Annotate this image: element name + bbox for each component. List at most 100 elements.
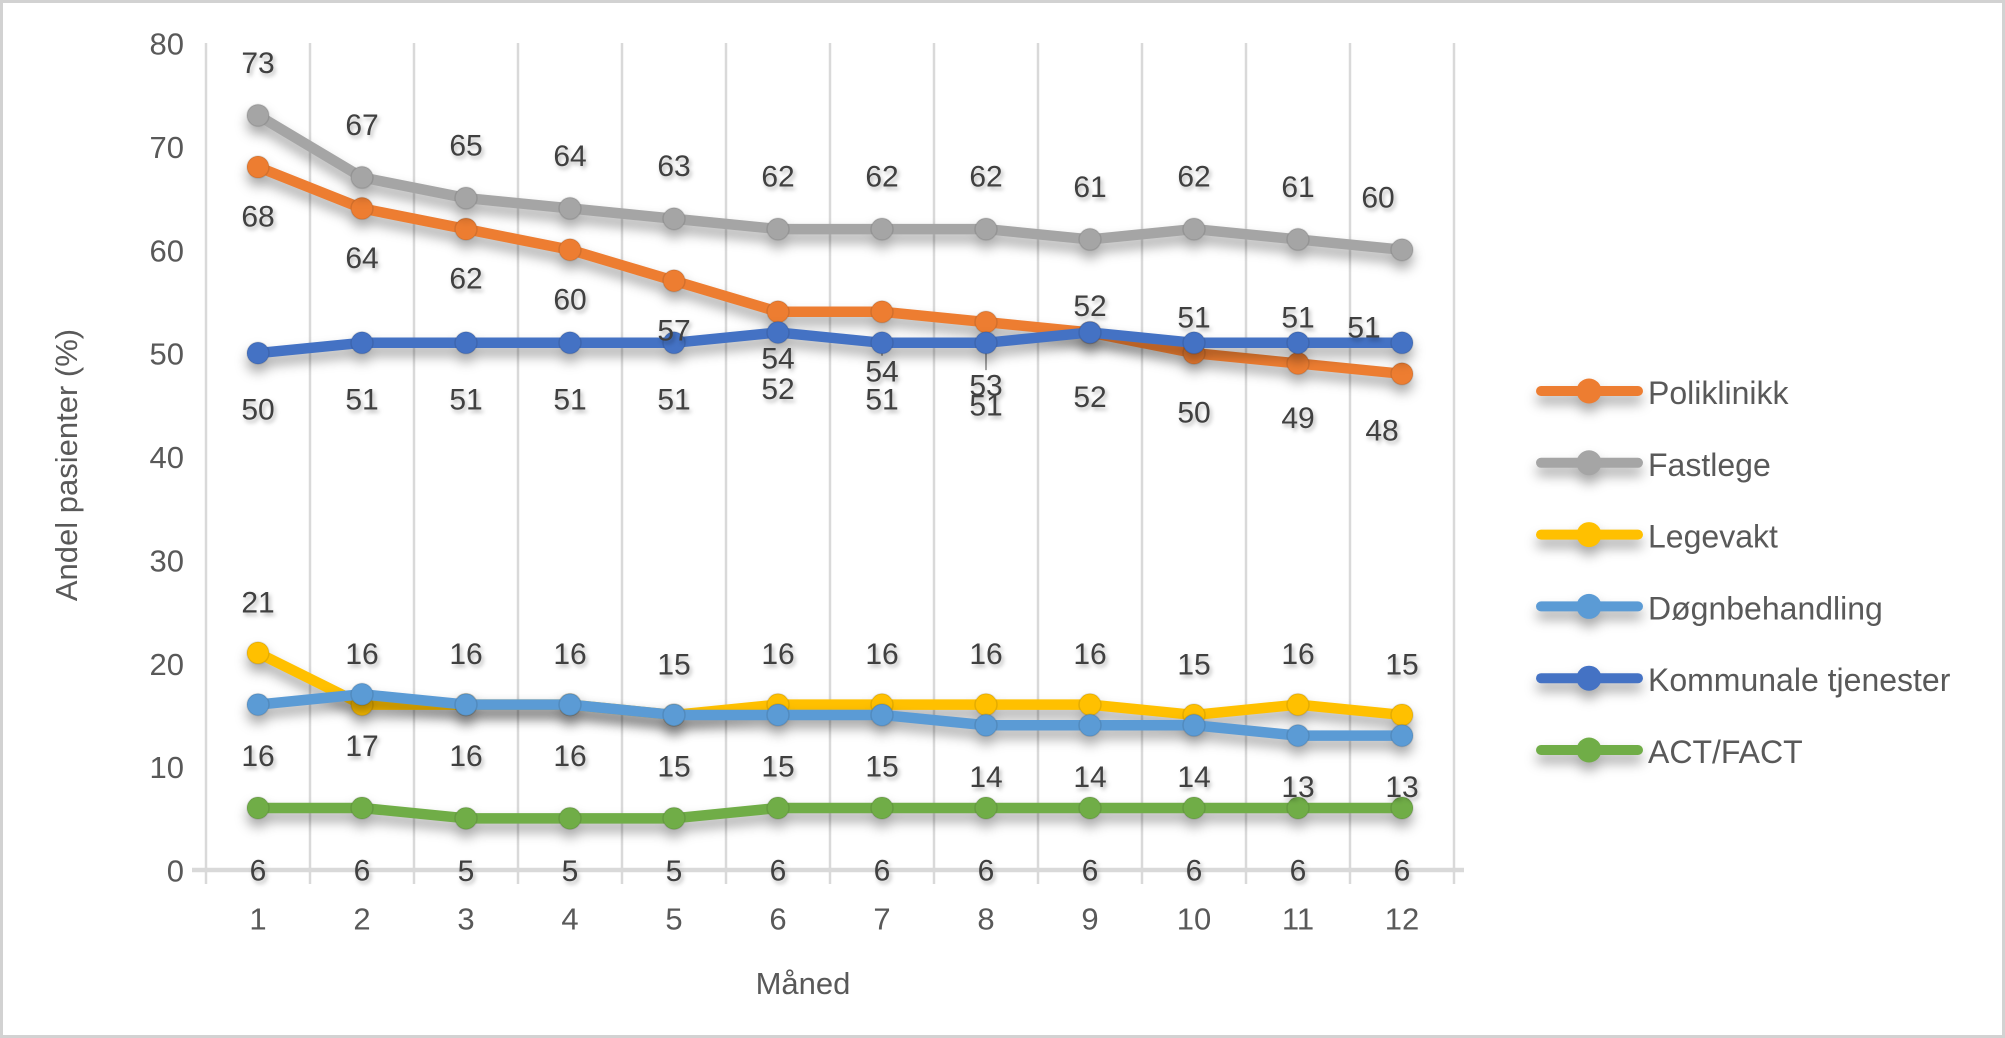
data-point-marker[interactable]: [974, 217, 998, 241]
data-point-marker[interactable]: [246, 692, 270, 717]
data-point-marker[interactable]: [974, 310, 998, 334]
data-point-marker[interactable]: [1286, 796, 1310, 820]
series-Kommunale tjenester[interactable]: [246, 320, 1414, 365]
data-label: 5: [562, 855, 579, 888]
data-point-marker[interactable]: [766, 217, 790, 241]
data-point-marker[interactable]: [662, 206, 686, 231]
data-point-marker[interactable]: [558, 238, 582, 262]
data-point-marker[interactable]: [246, 341, 270, 365]
legend-item-Kommunale tjenester[interactable]: Kommunale tjenester: [1536, 662, 1951, 698]
data-label: 62: [761, 161, 794, 194]
data-label: 5: [666, 855, 683, 888]
data-point-marker[interactable]: [1078, 320, 1102, 345]
legend-item-Fastlege[interactable]: Fastlege: [1536, 447, 1771, 483]
data-label: 52: [1073, 381, 1106, 414]
series-Fastlege[interactable]: [246, 103, 1414, 262]
data-point-marker[interactable]: [558, 806, 582, 831]
data-point-marker[interactable]: [1390, 723, 1414, 748]
data-label: 21: [241, 586, 274, 619]
data-label: 57: [657, 314, 690, 347]
data-point-marker[interactable]: [246, 641, 270, 665]
data-label: 51: [969, 389, 1002, 422]
data-point-marker[interactable]: [974, 331, 998, 355]
series-line-Poliklinikk[interactable]: [252, 161, 1408, 380]
data-point-marker[interactable]: [246, 796, 270, 820]
data-point-marker[interactable]: [1286, 723, 1310, 748]
data-point-marker[interactable]: [454, 331, 478, 355]
data-point-marker[interactable]: [870, 796, 894, 820]
series-line-ACT/FACT[interactable]: [252, 802, 1408, 824]
data-point-marker[interactable]: [350, 196, 374, 221]
data-point-marker[interactable]: [1286, 351, 1310, 376]
data-point-marker[interactable]: [766, 796, 790, 820]
data-point-marker[interactable]: [350, 165, 374, 190]
data-point-marker[interactable]: [1286, 692, 1310, 717]
series-Døgnbehandling[interactable]: [246, 682, 1414, 748]
data-point-marker[interactable]: [246, 103, 270, 128]
data-point-marker[interactable]: [350, 682, 374, 707]
legend-item-Poliklinikk[interactable]: Poliklinikk: [1536, 375, 1789, 411]
data-point-marker[interactable]: [558, 196, 582, 221]
data-label: 51: [1347, 311, 1380, 344]
x-tick-label: 3: [457, 902, 474, 937]
data-point-marker[interactable]: [870, 703, 894, 727]
data-label: 6: [354, 854, 371, 887]
data-point-marker[interactable]: [662, 806, 686, 831]
data-point-marker[interactable]: [1078, 227, 1102, 252]
data-point-marker[interactable]: [662, 269, 686, 293]
data-point-marker[interactable]: [454, 186, 478, 210]
legend-item-Legevakt[interactable]: Legevakt: [1536, 519, 1778, 555]
data-point-marker[interactable]: [662, 331, 686, 355]
data-point-marker[interactable]: [1390, 362, 1414, 386]
data-point-marker[interactable]: [1182, 217, 1206, 241]
data-point-marker[interactable]: [1390, 331, 1414, 355]
data-point-marker[interactable]: [454, 692, 478, 717]
series-line-Fastlege[interactable]: [252, 110, 1408, 255]
x-axis: [192, 867, 1464, 884]
x-axis-tick-labels: 1 2 3 4 5 6 7 8 9 10 11 12: [249, 902, 1419, 937]
data-point-marker[interactable]: [870, 217, 894, 241]
data-point-marker[interactable]: [558, 331, 582, 355]
data-label: 52: [1073, 290, 1106, 323]
series-line-Kommunale tjenester[interactable]: [252, 327, 1408, 359]
data-point-marker[interactable]: [766, 320, 790, 345]
data-point-marker[interactable]: [662, 703, 686, 727]
data-point-marker[interactable]: [350, 331, 374, 355]
y-tick-label: 10: [150, 750, 184, 785]
data-point-marker[interactable]: [1390, 238, 1414, 262]
data-point-marker[interactable]: [974, 713, 998, 738]
data-point-marker[interactable]: [1286, 331, 1310, 355]
data-label: 6: [1186, 854, 1203, 887]
data-point-marker[interactable]: [1182, 331, 1206, 355]
data-point-marker[interactable]: [1390, 703, 1414, 727]
data-point-marker[interactable]: [350, 796, 374, 820]
data-point-marker[interactable]: [246, 155, 270, 179]
data-point-marker[interactable]: [558, 692, 582, 717]
data-point-marker[interactable]: [1078, 713, 1102, 738]
data-point-marker[interactable]: [1182, 796, 1206, 820]
data-point-marker[interactable]: [1182, 713, 1206, 738]
data-point-marker[interactable]: [1286, 227, 1310, 252]
data-point-marker[interactable]: [870, 300, 894, 324]
data-point-marker[interactable]: [766, 300, 790, 324]
series-Poliklinikk[interactable]: [246, 155, 1414, 386]
data-point-marker[interactable]: [870, 331, 894, 355]
data-point-marker[interactable]: [1078, 692, 1102, 717]
data-label: 54: [761, 342, 794, 375]
legend-marker-dot: [1576, 450, 1602, 476]
data-point-marker[interactable]: [766, 703, 790, 727]
legend-item-Døgnbehandling[interactable]: Døgnbehandling: [1536, 590, 1883, 626]
legend-item-ACT/FACT[interactable]: ACT/FACT: [1536, 734, 1803, 770]
data-point-marker[interactable]: [454, 806, 478, 831]
data-point-marker[interactable]: [974, 796, 998, 820]
data-point-marker[interactable]: [1078, 796, 1102, 820]
data-point-marker[interactable]: [454, 217, 478, 241]
legend-marker-dot: [1576, 737, 1602, 763]
y-tick-label: 60: [150, 233, 184, 268]
series-line-Døgnbehandling[interactable]: [252, 689, 1408, 741]
data-point-marker[interactable]: [1390, 796, 1414, 820]
data-point-marker[interactable]: [974, 692, 998, 717]
series-ACT/FACT[interactable]: [246, 796, 1414, 831]
